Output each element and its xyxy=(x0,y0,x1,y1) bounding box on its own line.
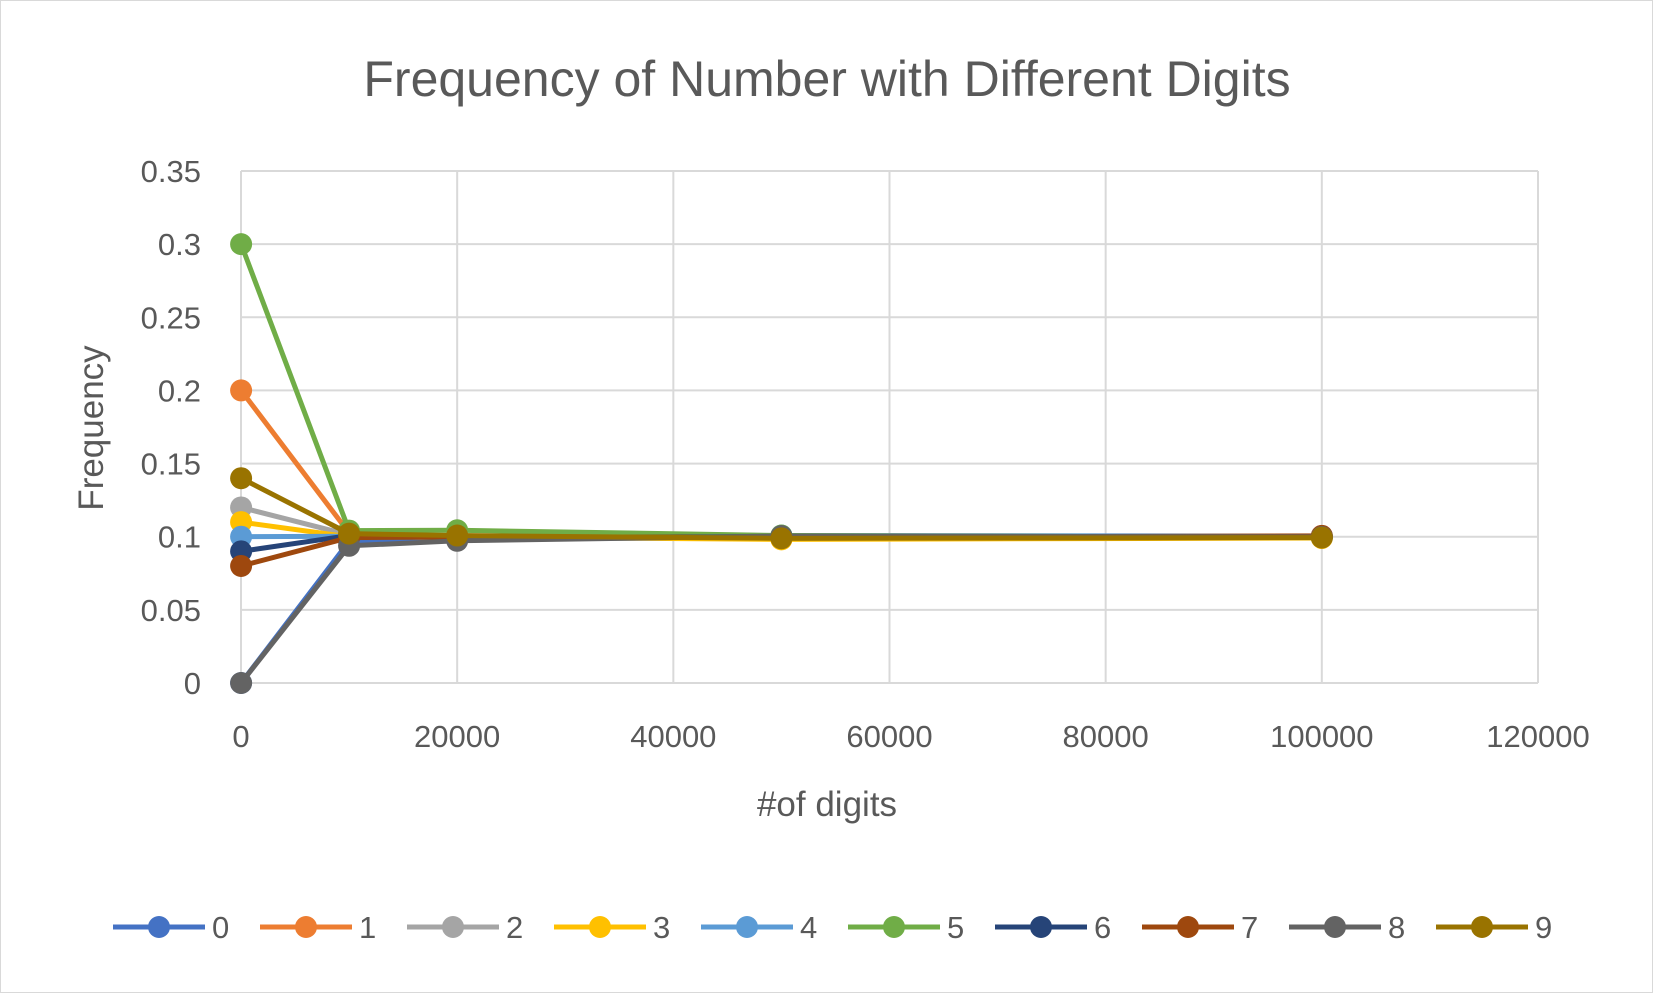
y-axis-title: Frequency xyxy=(72,345,111,511)
legend-label: 9 xyxy=(1535,910,1552,945)
legend-entry-3: 3 xyxy=(554,910,670,945)
x-tick-label: 100000 xyxy=(1270,719,1373,754)
y-tick-label: 0.3 xyxy=(158,227,201,262)
legend-entry-2: 2 xyxy=(407,910,523,945)
legend-marker xyxy=(1324,916,1346,938)
legend-label: 6 xyxy=(1094,910,1111,945)
chart-title: Frequency of Number with Different Digit… xyxy=(363,51,1290,107)
data-point xyxy=(230,379,253,402)
x-axis-title: #of digits xyxy=(757,785,897,824)
data-point xyxy=(1310,526,1333,549)
legend-entry-0: 0 xyxy=(113,910,229,945)
legend-label: 5 xyxy=(947,910,964,945)
x-tick-label: 0 xyxy=(232,719,249,754)
x-tick-label: 60000 xyxy=(846,719,932,754)
legend-marker xyxy=(442,916,464,938)
legend-entry-9: 9 xyxy=(1436,910,1552,945)
legend-label: 0 xyxy=(212,910,229,945)
legend-label: 1 xyxy=(359,910,376,945)
legend-entry-8: 8 xyxy=(1289,910,1405,945)
series-9 xyxy=(230,467,1333,550)
y-tick-label: 0.1 xyxy=(158,520,201,555)
data-point xyxy=(770,527,793,550)
data-point xyxy=(230,467,253,490)
legend-label: 2 xyxy=(506,910,523,945)
legend-label: 7 xyxy=(1241,910,1258,945)
legend-marker xyxy=(148,916,170,938)
data-point xyxy=(338,522,361,545)
legend-marker xyxy=(295,916,317,938)
series-line-1 xyxy=(239,388,1322,542)
legend-marker xyxy=(1471,916,1493,938)
legend-label: 8 xyxy=(1388,910,1405,945)
legend: 0 1 2 3 4 5 6 7 8 9 xyxy=(113,910,1552,945)
legend-marker xyxy=(1030,916,1052,938)
gridlines xyxy=(240,170,1539,684)
legend-label: 4 xyxy=(800,910,817,945)
x-tick-label: 80000 xyxy=(1063,719,1149,754)
x-axis-ticks: 0 20000 40000 60000 80000 100000 120000 xyxy=(232,719,1589,754)
y-tick-label: 0.35 xyxy=(141,154,201,189)
legend-entry-7: 7 xyxy=(1142,910,1258,945)
data-point xyxy=(230,672,253,694)
x-tick-label: 120000 xyxy=(1486,719,1589,754)
series-lines xyxy=(230,233,1333,694)
legend-marker xyxy=(1177,916,1199,938)
legend-marker xyxy=(589,916,611,938)
y-axis-ticks: 0 0.05 0.1 0.15 0.2 0.25 0.3 0.35 xyxy=(141,154,201,701)
data-point xyxy=(446,524,469,547)
legend-entry-6: 6 xyxy=(995,910,1111,945)
y-tick-label: 0 xyxy=(184,666,201,701)
legend-label: 3 xyxy=(653,910,670,945)
y-tick-label: 0.2 xyxy=(158,373,201,408)
legend-marker xyxy=(883,916,905,938)
legend-entry-5: 5 xyxy=(848,910,964,945)
y-tick-label: 0.05 xyxy=(141,593,201,628)
y-tick-label: 0.15 xyxy=(141,447,201,482)
x-tick-label: 40000 xyxy=(630,719,716,754)
x-tick-label: 20000 xyxy=(414,719,500,754)
y-tick-label: 0.25 xyxy=(141,300,201,335)
legend-marker xyxy=(736,916,758,938)
data-point xyxy=(230,233,253,256)
legend-entry-1: 1 xyxy=(260,910,376,945)
legend-entry-4: 4 xyxy=(701,910,817,945)
data-point xyxy=(230,554,253,577)
series-1 xyxy=(230,379,1333,551)
